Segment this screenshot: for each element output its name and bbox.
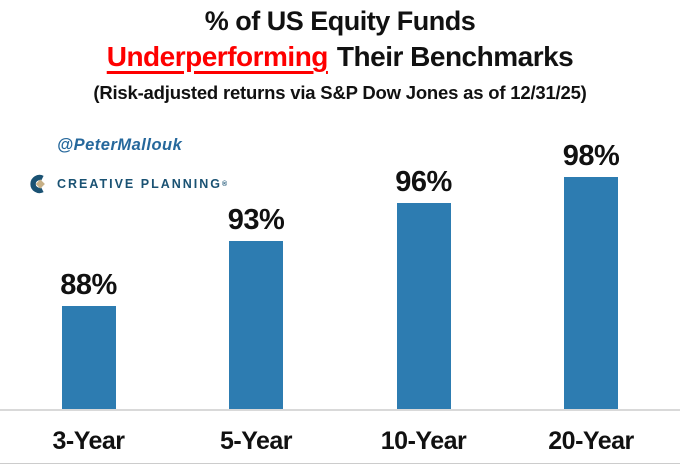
x-axis-label-3-year: 3-Year bbox=[52, 427, 125, 455]
x-axis-label-10-year: 10-Year bbox=[380, 427, 467, 455]
bar-value-label-10-year: 96% bbox=[395, 166, 452, 198]
subtitle-rest: Their Benchmarks bbox=[336, 41, 574, 72]
bar-5-year bbox=[229, 241, 283, 409]
bar-3-year bbox=[61, 306, 116, 409]
bar-value-label-5-year: 93% bbox=[227, 204, 285, 236]
chart-title: % of US Equity Funds bbox=[204, 6, 476, 36]
title-block: % of US Equity Funds Underperforming Thei… bbox=[0, 6, 680, 104]
chart-subtitle: Underperforming Their Benchmarks bbox=[0, 41, 680, 73]
twitter-handle: @PeterMallouk bbox=[57, 136, 183, 154]
bar-10-year bbox=[396, 203, 451, 409]
underperforming-highlight: Underperforming bbox=[106, 41, 329, 72]
creative-planning-c-icon bbox=[30, 174, 45, 194]
creative-planning-logo: CREATIVE PLANNING ® bbox=[28, 173, 227, 195]
creative-planning-logo-text: CREATIVE PLANNING bbox=[57, 177, 223, 191]
x-axis-label-20-year: 20-Year bbox=[548, 427, 634, 455]
x-axis-line bbox=[0, 409, 680, 411]
bar-20-year bbox=[564, 177, 618, 409]
bar-value-label-3-year: 88% bbox=[60, 269, 117, 301]
trademark-symbol: ® bbox=[222, 180, 228, 188]
x-axis-label-5-year: 5-Year bbox=[219, 427, 293, 455]
bar-value-label-20-year: 98% bbox=[562, 140, 620, 172]
chart-caption: (Risk-adjusted returns via S&P Dow Jones… bbox=[93, 82, 587, 103]
